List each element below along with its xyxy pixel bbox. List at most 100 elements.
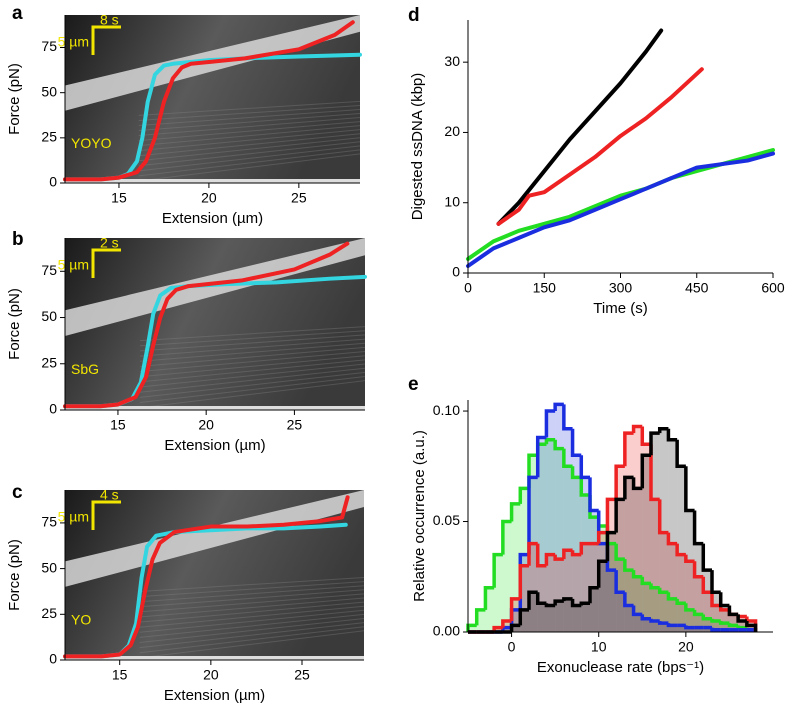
hist-fill [537,437,547,632]
hist-step [570,428,582,457]
dye-label: YO [71,612,91,628]
x-axis-label: Extension (µm) [164,437,265,454]
hist-step [553,599,564,606]
data-line [63,495,350,659]
kymo-streak [139,609,365,633]
hist-step [623,431,634,467]
hist-fill [572,605,582,632]
hist-step [509,623,521,632]
hist-fill [581,603,590,632]
x-tick-label: 15 [110,417,126,433]
kymo-floor [65,406,365,410]
hist-fill [520,488,529,632]
hist-fill [685,561,695,632]
x-tick-label: 300 [609,280,633,296]
hist-step [562,404,573,431]
kymo-floor [65,179,360,183]
y-tick-label: 0 [49,401,57,417]
hist-fill [703,570,712,632]
hist-step [579,477,590,497]
hist-fill [502,627,512,632]
hist-fill [712,620,721,632]
hist-fill [607,499,617,632]
hist-fill [494,554,503,632]
y-tick-label: 50 [41,559,57,575]
time-scale: 4 s [100,487,119,503]
kymo-streak [138,129,361,152]
hist-fill [712,592,721,632]
hist-fill [546,411,556,632]
hist-fill [476,609,486,632]
hist-step [640,576,651,586]
x-axis-label: Extension (µm) [162,210,263,227]
x-axis-label: Exonuclease rate (bps⁻¹) [537,659,704,676]
hist-fill [668,625,678,632]
hist-fill [511,625,521,632]
kymo-streak [139,597,365,618]
hist-step [684,603,695,612]
hist-fill [651,587,660,632]
hist-step [710,618,721,623]
hist-step [710,570,721,594]
kymo-streak [139,351,366,373]
kymo-streak [139,585,365,603]
hist-step [684,466,695,513]
hist-fill [642,618,651,632]
hist-fill [520,565,529,632]
kymo-streak [139,380,366,409]
hist-fill [581,543,590,632]
kymo-streak [139,346,366,367]
hist-fill [677,603,686,632]
hist-step [675,543,686,557]
hist-fill [485,587,495,632]
hist-step [527,590,538,610]
hist-step [570,550,582,557]
hist-fill [677,625,686,632]
hist-step [492,552,503,588]
panel-label: a [12,3,23,24]
hist-fill [677,554,686,632]
y-tick-label: 50 [41,308,57,324]
y-axis-label: Force (pN) [6,539,23,611]
hist-fill [607,570,617,632]
kymo-streak [139,326,366,342]
kymo-streak [139,605,365,628]
hist-fill [642,444,651,632]
kymo-streak [139,367,366,393]
kymo-streak [139,589,365,608]
hist-fill [729,614,739,632]
y-tick-label: 75 [41,262,57,278]
x-tick-label: 150 [533,280,557,296]
hist-step [631,605,643,617]
y-tick-label: 0 [49,174,57,190]
kymo-band [65,490,364,587]
panel-label: b [12,229,24,250]
hist-fill [563,598,573,632]
time-scale: 2 s [100,235,119,251]
hist-fill [537,565,547,632]
hist-step [736,625,747,630]
hist-step [570,466,582,480]
hist-step [631,477,643,491]
hist-step [710,627,721,632]
hist-fill [616,592,625,632]
hist-fill [529,477,538,632]
hist-fill [590,517,599,632]
kymo-streak [138,149,361,177]
kymo-streak [139,622,365,649]
hist-step [649,583,660,590]
kymo-streak [139,363,366,388]
hist-fill [685,627,695,632]
hist-fill [659,532,669,632]
hist-fill [624,605,634,632]
hist-fill [572,455,582,632]
hist-fill [546,554,556,632]
hist-fill [659,623,669,632]
kymo-streak [138,113,361,132]
hist-fill [659,428,669,632]
hist-step [623,475,634,500]
hist-fill [555,404,564,632]
kymo-streak [138,145,361,172]
y-tick-label: 30 [444,53,460,69]
